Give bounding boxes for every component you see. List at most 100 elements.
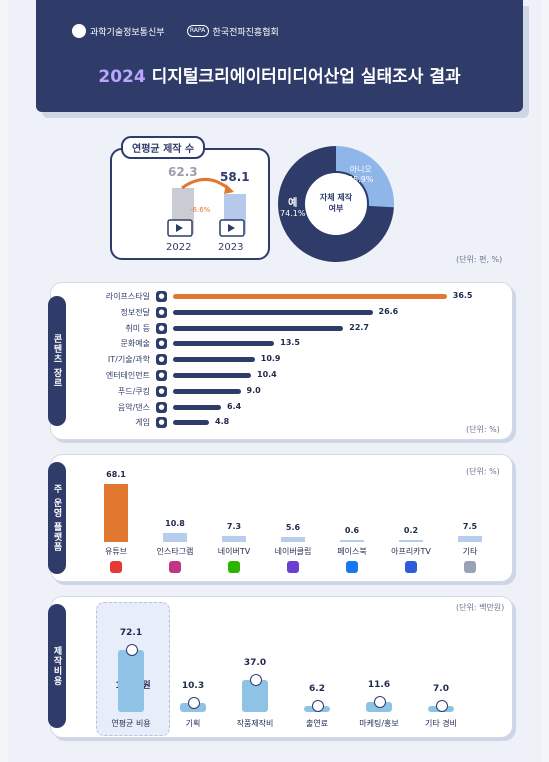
change-rate: -6.6% [190,206,211,214]
genre-unit: (단위: %) [466,425,500,434]
tech-icon: ● [156,354,167,366]
coin-icon [126,644,138,657]
cost-value: 37.0 [243,658,267,669]
cost-value: 6.2 [309,684,325,694]
afreecatv-icon [405,561,417,573]
cost-bar [118,650,144,712]
genre-bar [173,325,344,331]
cost-value: 10.3 [181,681,205,692]
genre-label: 엔터테인먼트 [105,371,150,380]
hobby-icon: ● [156,322,167,334]
coin-icon [312,700,324,712]
youtube-icon [110,561,122,573]
platform-bar [281,537,305,542]
cost-tab: 제작비용 [48,604,66,728]
rapa-logo-text: 한국전파진흥협회 [212,27,279,38]
genre-value: 36.5 [452,291,473,300]
msit-logo-text: 과학기술정보통신부 [90,27,165,38]
art-icon: ● [156,338,167,350]
infographic-page: 과학기술정보통신부 RAPA 한국전파진흥협회 2024 디지털크리에이터미디어… [8,0,541,762]
genre-bar [173,294,447,299]
platform-bar [399,540,423,542]
pie-center-line1: 자체 제작 [319,193,353,202]
production-label: 연평균 제작 수 [121,136,206,159]
platform-value: 7.5 [462,521,478,531]
cost-label: 작품제작비 [236,719,274,728]
genre-tab: 콘텐츠 장르 [48,296,66,426]
platform-label: 아프리카TV [391,547,431,556]
arrow-head-icon [224,184,234,194]
music-icon: ● [156,401,167,413]
cost-label: 마케팅/홍보 [359,719,399,728]
pie-center [303,171,369,237]
cost-label: 기타 경비 [425,719,457,728]
genre-label: 게임 [135,418,150,428]
page-title: 2024 디지털크리에이터미디어산업 실태조사 결과 [36,62,523,87]
genre-bar [173,309,373,315]
pie-yes-value: 74.1% [280,209,306,218]
home-icon: ● [156,291,167,302]
self-production-pie [278,146,394,262]
genre-label: 취미 등 [125,323,150,333]
genre-bar [173,357,255,363]
genre-value: 10.9 [260,354,281,364]
genre-value: 6.4 [227,401,242,411]
pie-no-value: 25.9% [348,175,374,184]
play-icon-2023 [228,224,235,232]
genre-value: 10.4 [257,370,277,379]
platform-tab: 주 운영 플랫폼 [48,462,66,574]
value-2022: 62.3 [168,165,198,179]
value-2023: 58.1 [220,170,250,184]
genre-value: 13.5 [280,338,300,348]
coin-icon [250,674,262,687]
platform-bar [340,540,364,542]
platform-value: 10.8 [165,518,185,528]
genre-value: 26.6 [378,306,399,316]
cost-label: 기획 [185,719,201,728]
genre-bar [173,341,275,347]
instagram-icon [169,561,181,573]
platform-value: 0.6 [344,526,360,535]
platform-label: 유튜브 [104,547,128,556]
cost-value: 7.0 [433,684,449,694]
logo-row: 과학기술정보통신부 RAPA 한국전파진흥협회 [72,24,279,38]
coin-icon [436,700,448,712]
platform-unit: (단위: %) [466,467,500,476]
cost-label: 출연료 [305,719,329,728]
genre-value: 4.8 [215,417,230,427]
info-icon: ● [156,306,167,318]
year-2023: 2023 [218,242,244,253]
production-bars [167,178,246,237]
platform-label: 페이스북 [337,547,367,556]
genre-label: 라이프스타일 [105,292,150,301]
platform-value: 68.1 [106,469,126,479]
genre-label: 문화예술 [120,339,150,349]
genre-bar [173,404,221,410]
header-banner: 과학기술정보통신부 RAPA 한국전파진흥협회 2024 디지털크리에이터미디어… [36,0,523,112]
coin-icon [374,696,386,709]
cost-label: 연평균 비용 [111,719,151,728]
facebook-icon [346,561,358,573]
pie-yes-text: 예 [288,198,298,209]
naverclip-icon [287,561,299,573]
platform-value: 7.3 [226,521,242,531]
genre-value: 22.7 [349,322,369,332]
pie-no-text: 아니오 [349,165,372,174]
pie-center-line2: 여부 [328,204,344,213]
title-year: 2024 [98,67,146,87]
pie-no-label: 아니오 25.9% [348,164,373,184]
food-icon: ● [156,385,167,397]
cost-unit: (단위: 백만원) [456,603,505,612]
game-icon: ● [156,417,167,429]
platform-label: 네이버클립 [274,547,312,556]
pie-slice-no [336,146,394,208]
platform-label: 네이버TV [217,547,251,556]
coin-icon [188,697,200,710]
cost-value: 11.6 [367,680,391,691]
cost-value: 72.1 [119,628,143,639]
platform-bar [458,535,482,542]
msit-emblem-icon [72,24,86,38]
genre-label: IT/기술/과학 [107,355,150,365]
etc-icon [464,561,476,573]
play-icon-2022 [176,224,183,232]
